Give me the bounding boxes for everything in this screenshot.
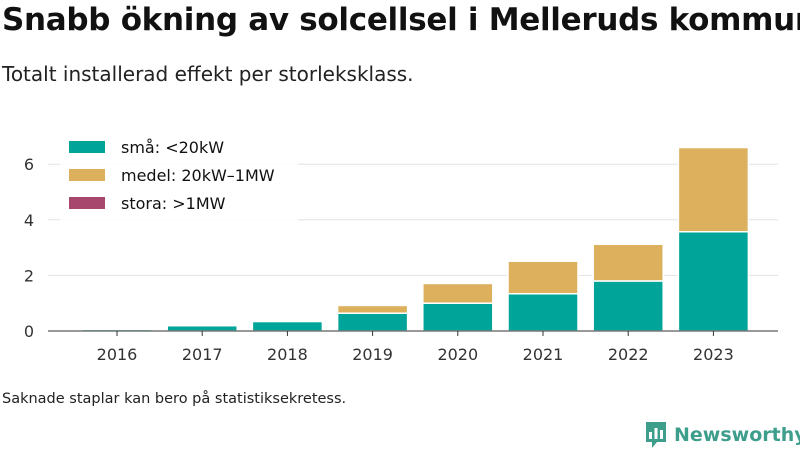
bar-chart: 0 2 4 6 2016 2017 2018 2019 2020 2021 2022 2023 små… [24,128,778,364]
chart-subtitle: Totalt installerad effekt per storlekskl… [2,62,414,86]
y-tick-label: 2 [24,266,34,285]
bar-segment [251,320,324,332]
legend-swatch [69,169,105,181]
brand-logo: Newsworthy [644,420,800,450]
bar-segment [422,282,494,304]
x-tick-label: 2016 [97,345,138,364]
bar-segment [422,302,494,332]
newsworthy-logo-icon [646,422,666,448]
legend-label: små: <20kW [121,138,224,157]
legend-swatch [69,197,105,209]
bar-segment [166,324,238,332]
bar-segment [507,292,579,332]
x-tick-label: 2019 [352,345,393,364]
bar-segment [677,146,750,233]
tick-labels: 0 2 4 6 2016 2017 2018 2019 2020 2021 2022 2023 [24,155,734,364]
legend: små: <20kW medel: 20kW–1MW stora: >1MW [60,128,298,222]
bar-segment [592,280,664,332]
bar-segment [336,312,409,332]
x-tick-label: 2017 [182,345,223,364]
x-tick-label: 2021 [523,345,564,364]
legend-label: medel: 20kW–1MW [121,166,275,185]
y-tick-label: 4 [24,211,34,230]
y-tick-label: 6 [24,155,34,174]
chart-title: Snabb ökning av solcellsel i Melleruds k… [2,2,800,38]
legend-label: stora: >1MW [121,194,226,213]
x-tick-label: 2022 [608,345,649,364]
bar-segment [507,260,579,295]
brand-name: Newsworthy [674,424,800,446]
legend-swatch [69,141,105,153]
y-tick-label: 0 [24,322,34,341]
x-tick-label: 2020 [437,345,478,364]
footnote: Saknade staplar kan bero på statistiksek… [2,391,347,407]
bar-segment [336,304,409,314]
bar-segment [677,231,750,332]
bars [81,146,750,332]
bar-segment [592,243,664,282]
x-tick-label: 2018 [267,345,308,364]
x-tick-label: 2023 [693,345,734,364]
